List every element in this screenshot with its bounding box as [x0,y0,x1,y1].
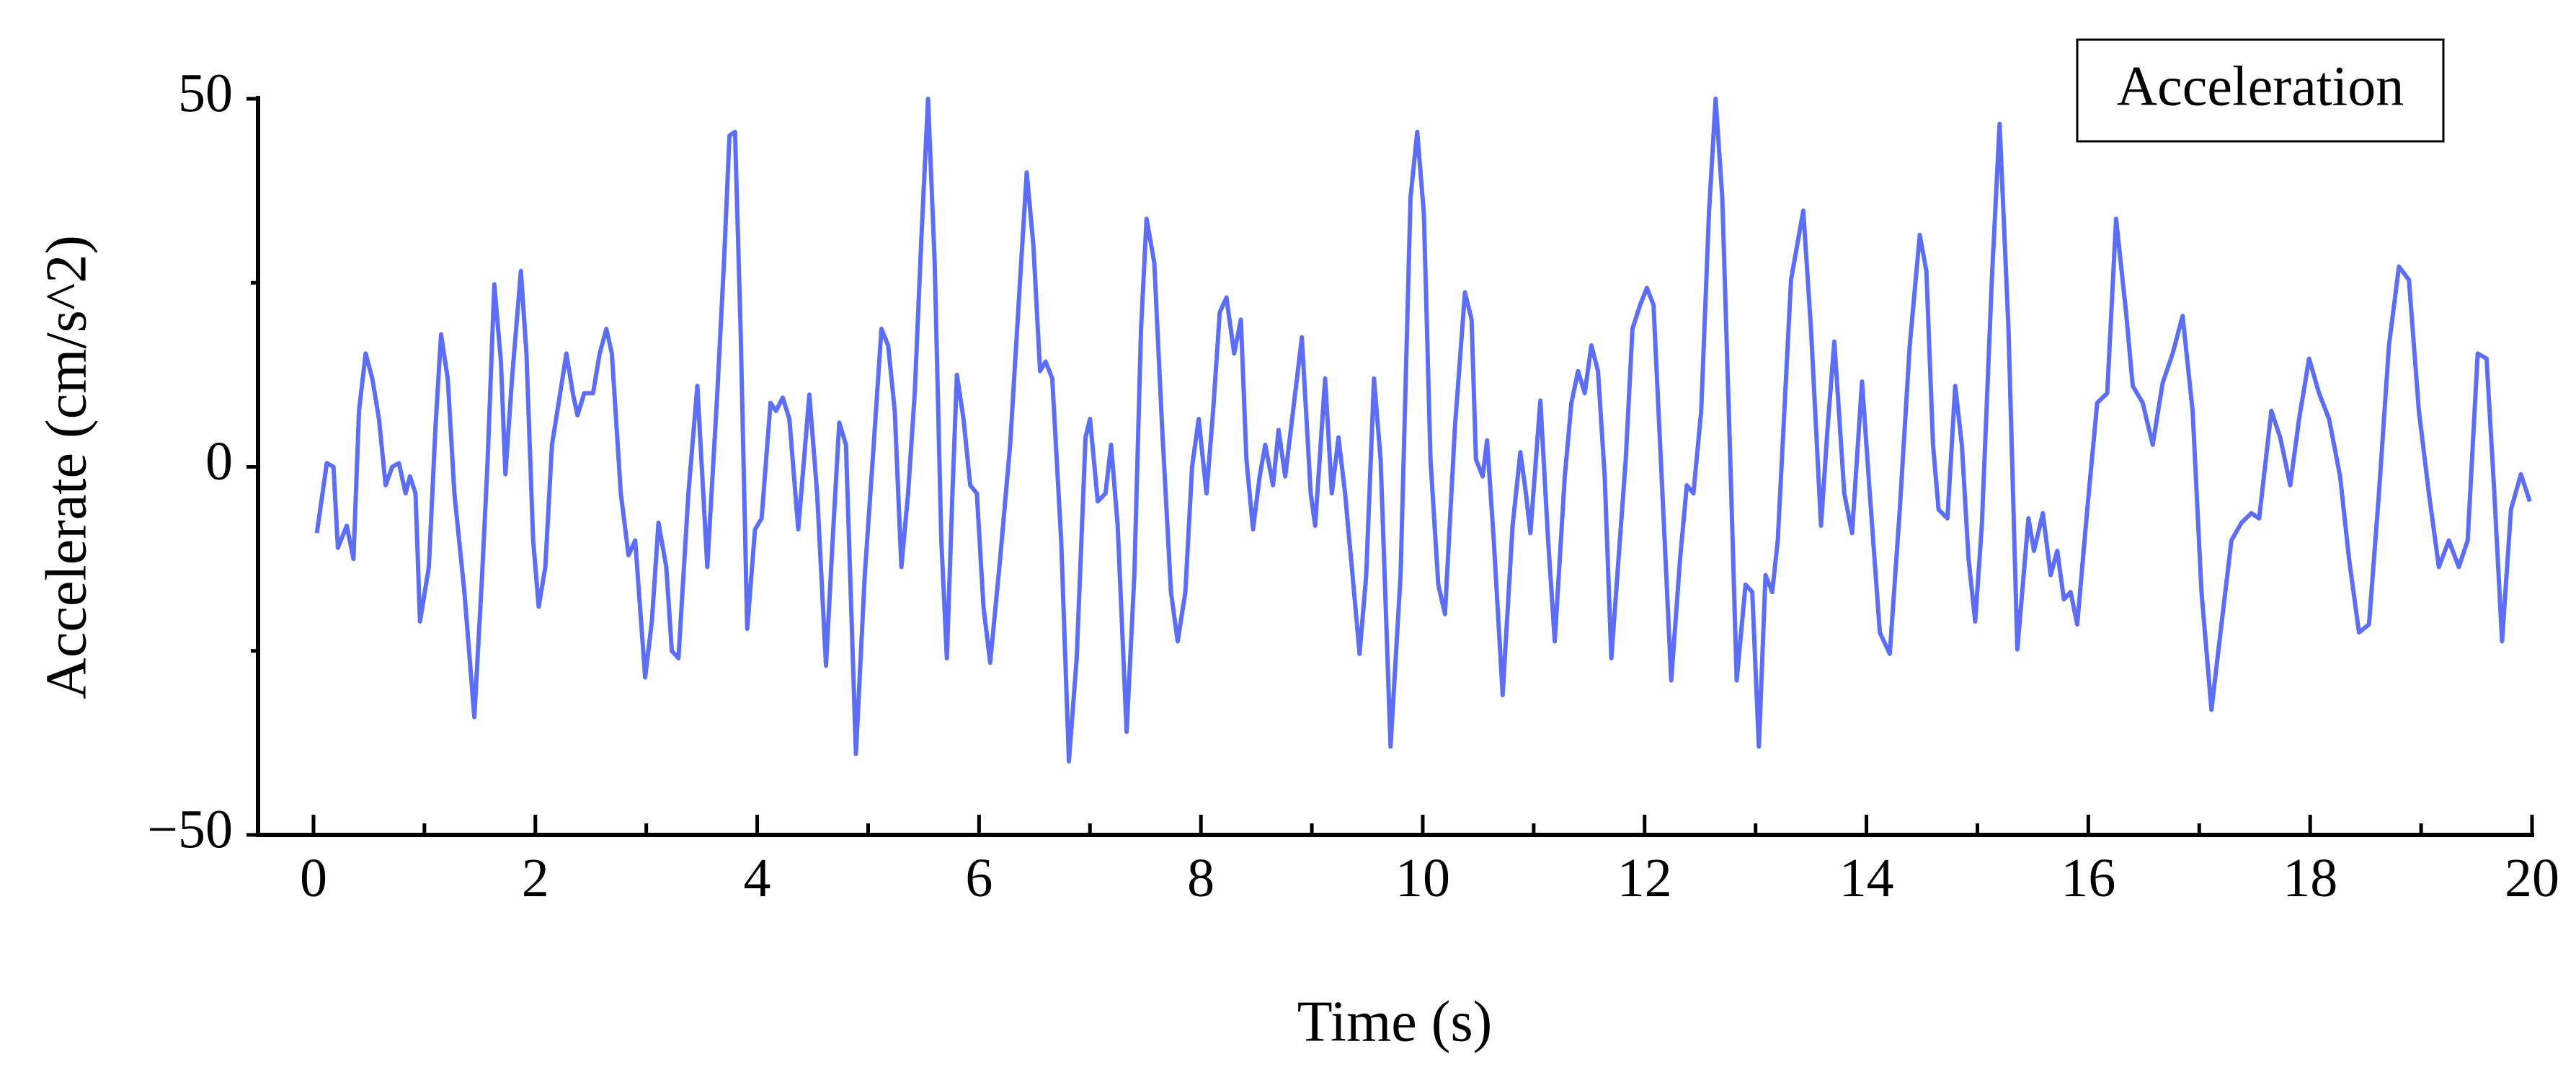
x-axis-label: Time (s) [1297,990,1492,1053]
legend-label: Acceleration [2117,54,2404,117]
y-tick-label: 0 [205,431,233,492]
x-tick-label: 16 [2061,848,2115,908]
x-tick-label: 2 [522,848,549,908]
y-axis-label: Accelerate (cm/s^2) [35,235,98,699]
x-tick-label: 4 [744,848,771,908]
x-tick-label: 8 [1187,848,1214,908]
x-tick-label: 12 [1617,848,1672,908]
legend-box [2076,38,2445,143]
y-tick-label: −50 [147,799,233,859]
x-tick-label: 0 [300,848,327,908]
x-tick-label: 10 [1395,848,1450,908]
x-tick-label: 18 [2283,848,2337,908]
x-tick-label: 6 [965,848,992,908]
x-tick-label: 20 [2505,848,2559,908]
y-tick-label: 50 [178,63,233,123]
data-line [314,97,2532,764]
x-tick-label: 14 [1839,848,1894,908]
